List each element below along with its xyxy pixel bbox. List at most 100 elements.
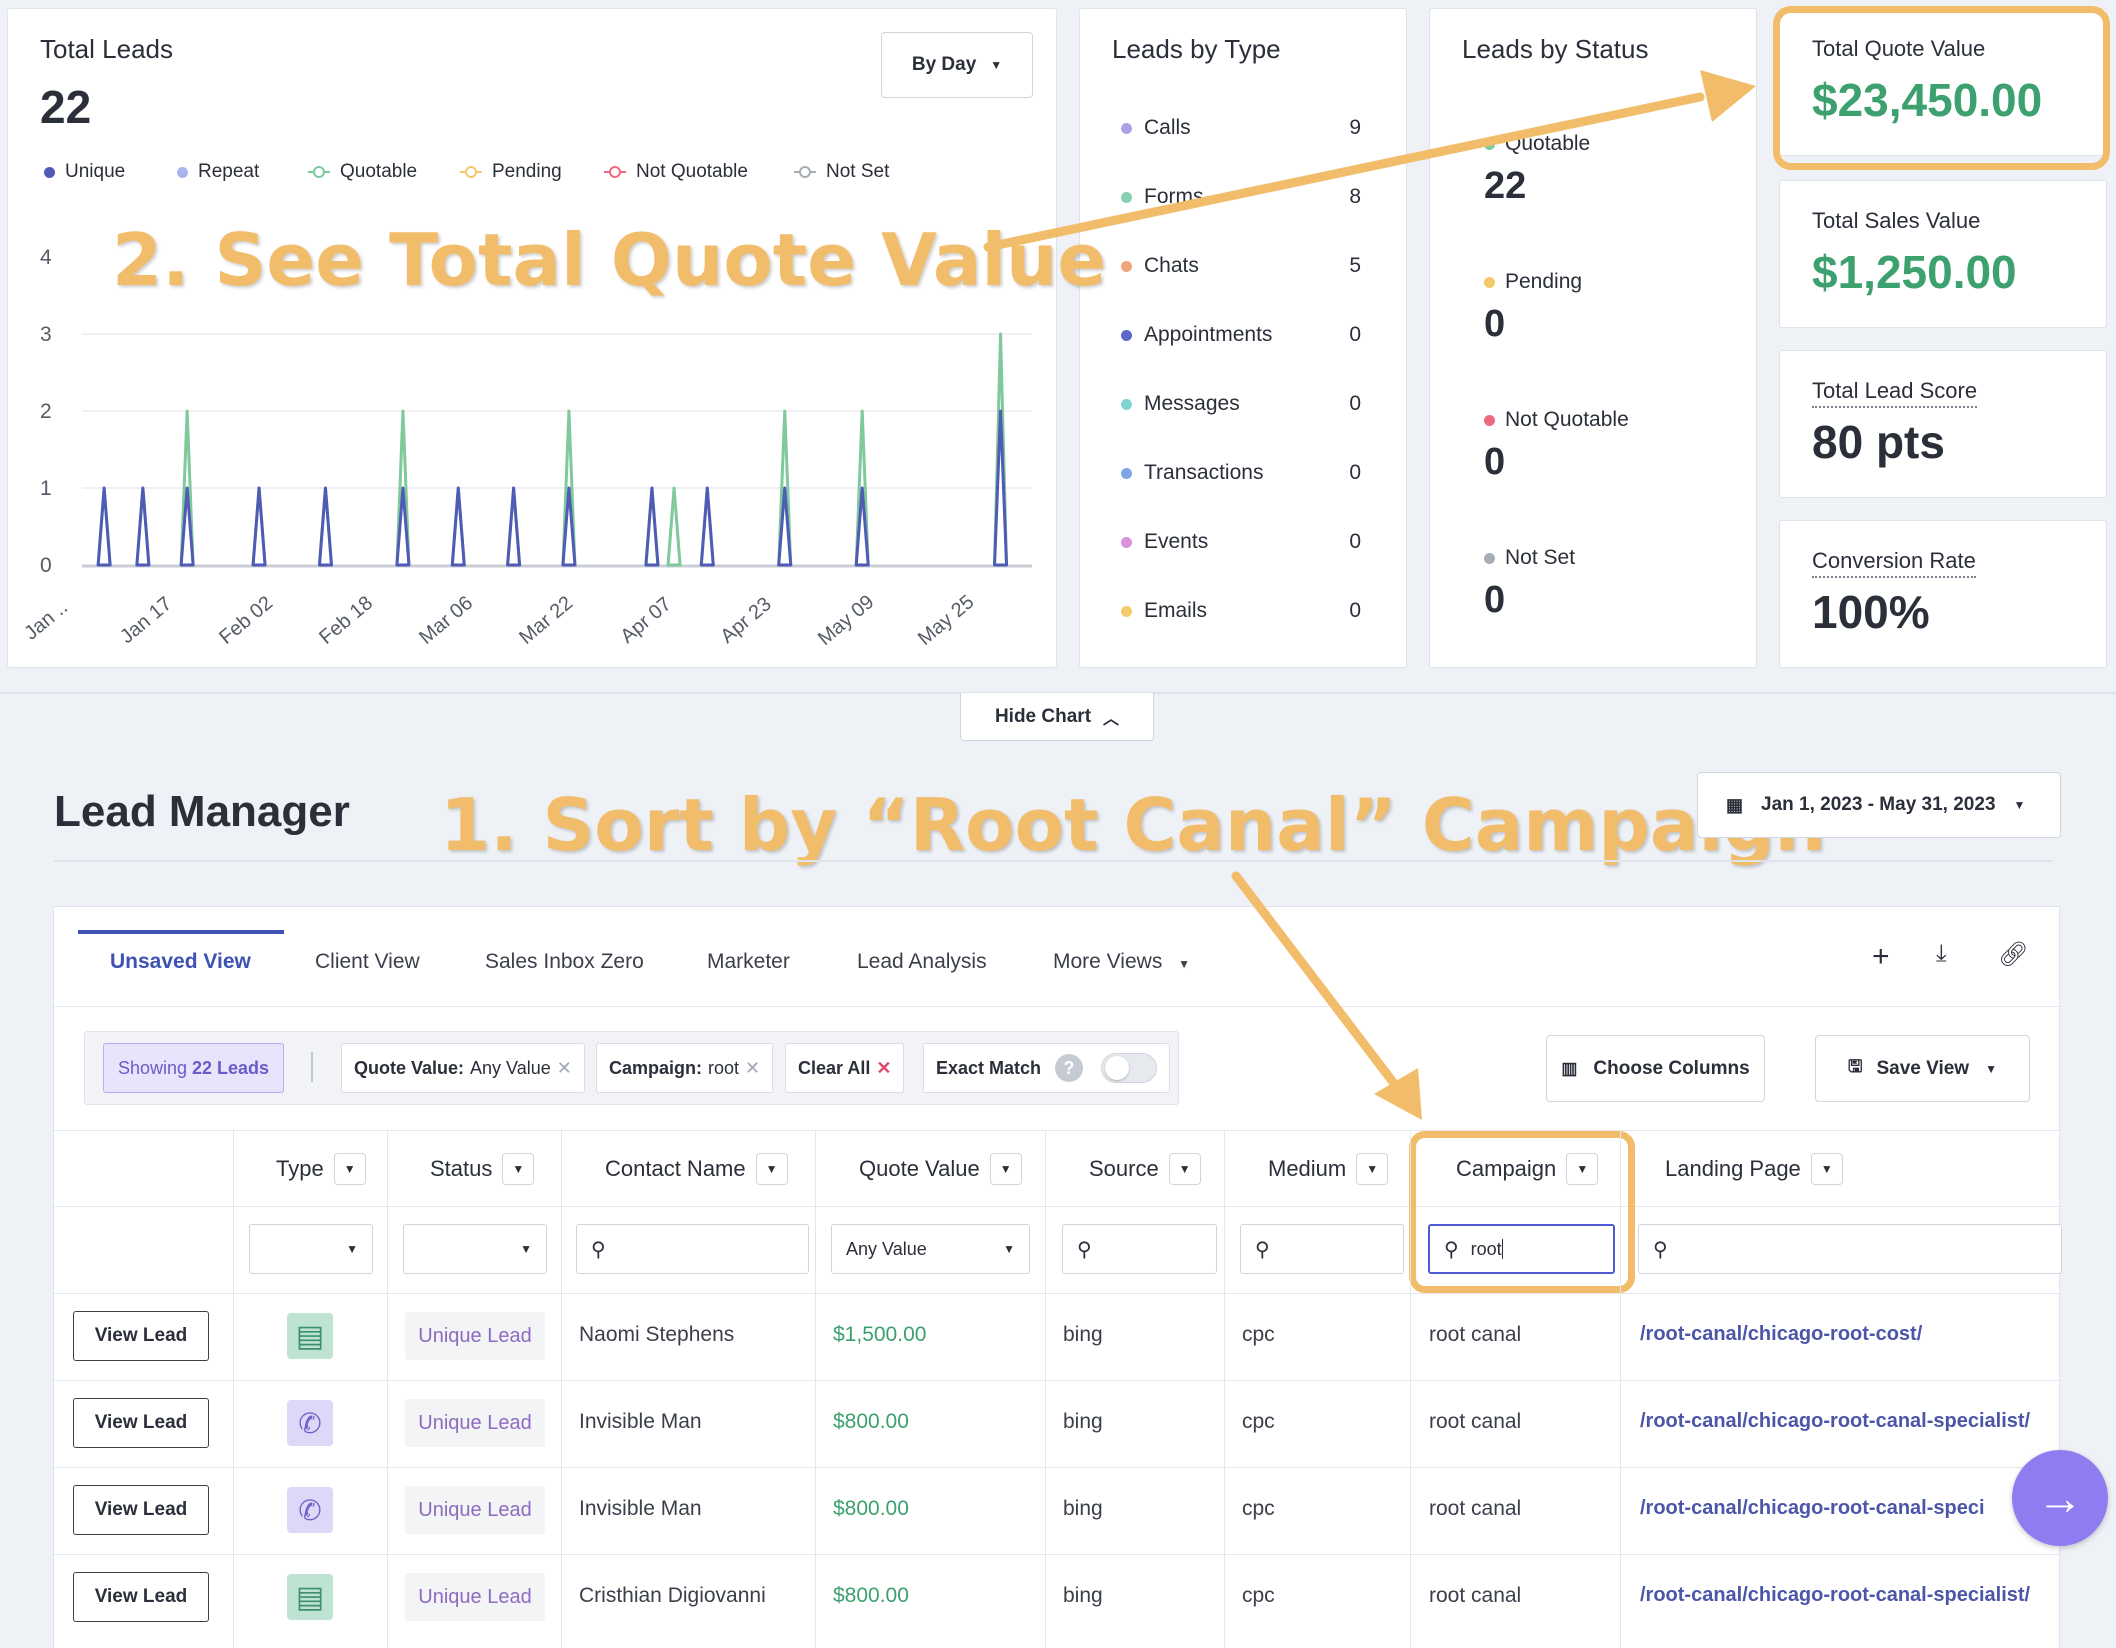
kpi-label: Total Lead Score xyxy=(1812,378,1978,408)
filter-chip-quote-value[interactable]: Quote Value: Any Value ✕ xyxy=(341,1043,585,1093)
type-dot-icon xyxy=(1121,467,1132,479)
column-header[interactable]: Source ▼ xyxy=(1089,1148,1201,1190)
search-icon: ⚲ xyxy=(1077,1238,1092,1261)
col-divider xyxy=(387,1130,388,1648)
col-divider xyxy=(815,1130,816,1648)
series-spike xyxy=(450,486,466,567)
filter-separator xyxy=(311,1052,313,1082)
landing-page-link[interactable]: /root-canal/chicago-root-canal-specialis… xyxy=(1640,1584,2031,1606)
chevron-down-icon[interactable]: ▼ xyxy=(333,1153,366,1185)
campaign-search[interactable]: ⚲ root xyxy=(1428,1224,1615,1274)
type-row[interactable]: Appointments 0 xyxy=(1121,323,1361,347)
type-dot-icon xyxy=(1121,605,1132,617)
type-row[interactable]: Transactions 0 xyxy=(1121,461,1361,485)
column-header[interactable]: Contact Name ▼ xyxy=(605,1148,788,1190)
legend-item[interactable]: Not Quotable xyxy=(604,161,748,183)
legend-item[interactable]: Unique xyxy=(44,161,125,183)
quote-value-select[interactable]: Any Value ▼ xyxy=(831,1224,1030,1274)
type-row[interactable]: Calls 9 xyxy=(1121,116,1361,140)
column-header[interactable]: Medium ▼ xyxy=(1268,1148,1389,1190)
type-row[interactable]: Chats 5 xyxy=(1121,254,1361,278)
view-lead-button[interactable]: View Lead xyxy=(73,1398,209,1448)
legend-item[interactable]: Not Set xyxy=(794,161,889,183)
tab-client-view[interactable]: Client View xyxy=(315,950,420,973)
chevron-down-icon[interactable]: ▼ xyxy=(1356,1153,1389,1185)
chevron-down-icon[interactable]: ▼ xyxy=(989,1153,1022,1185)
medium-search[interactable]: ⚲ xyxy=(1240,1224,1404,1274)
remove-filter-icon[interactable]: ✕ xyxy=(745,1057,761,1078)
contact-name-search[interactable]: ⚲ xyxy=(576,1224,809,1274)
tab-more-views[interactable]: More Views ▼ xyxy=(1053,950,1190,974)
landing-page-search[interactable]: ⚲ xyxy=(1638,1224,2062,1274)
chevron-down-icon[interactable]: ▼ xyxy=(502,1153,535,1185)
chevron-down-icon[interactable]: ▼ xyxy=(1168,1153,1201,1185)
clear-all-button[interactable]: Clear All ✕ xyxy=(785,1043,905,1093)
status-label-row[interactable]: Not Set xyxy=(1484,546,1575,570)
date-range-picker[interactable]: ▦ Jan 1, 2023 - May 31, 2023 ▼ xyxy=(1697,772,2061,838)
status-label-row[interactable]: Pending xyxy=(1484,270,1582,294)
source-search[interactable]: ⚲ xyxy=(1062,1224,1217,1274)
legend-item[interactable]: Repeat xyxy=(177,161,259,183)
column-header[interactable]: Landing Page ▼ xyxy=(1665,1148,1843,1190)
choose-columns-button[interactable]: ▥ Choose Columns xyxy=(1546,1035,1765,1102)
source-cell: bing xyxy=(1063,1584,1103,1607)
save-view-button[interactable]: 🖫︎ Save View ▼ xyxy=(1815,1035,2030,1102)
legend-item[interactable]: Quotable xyxy=(308,161,417,183)
view-lead-button[interactable]: View Lead xyxy=(73,1485,209,1535)
help-icon[interactable]: ? xyxy=(1055,1054,1084,1082)
filter-chip-key: Quote Value: xyxy=(354,1057,465,1078)
status-dot-icon xyxy=(1484,414,1495,426)
chevron-down-icon[interactable]: ▼ xyxy=(1810,1153,1843,1185)
exact-match-toggle[interactable] xyxy=(1101,1053,1158,1083)
filter-chip-value: Any Value xyxy=(470,1057,551,1078)
status-badge: Unique Lead xyxy=(405,1486,545,1534)
link-icon[interactable]: 🔗︎ xyxy=(1998,941,2029,968)
type-count: 0 xyxy=(1349,599,1361,622)
view-lead-button[interactable]: View Lead xyxy=(73,1311,209,1361)
landing-page-link[interactable]: /root-canal/chicago-root-cost/ xyxy=(1640,1323,1923,1345)
column-header[interactable]: Status ▼ xyxy=(430,1148,535,1190)
y-tick-label: 1 xyxy=(40,477,52,500)
column-header[interactable]: Type ▼ xyxy=(276,1148,366,1190)
column-header-label: Medium xyxy=(1268,1156,1347,1181)
by-day-dropdown[interactable]: By Day ▼ xyxy=(881,32,1033,98)
type-count: 0 xyxy=(1349,530,1361,553)
chevron-down-icon[interactable]: ▼ xyxy=(1566,1153,1599,1185)
chevron-down-icon[interactable]: ▼ xyxy=(755,1153,788,1185)
view-lead-button[interactable]: View Lead xyxy=(73,1572,209,1622)
status-filter-select[interactable]: ▼ xyxy=(403,1224,547,1274)
tab-sales-inbox-zero[interactable]: Sales Inbox Zero xyxy=(485,950,644,973)
col-divider xyxy=(1045,1130,1046,1648)
hide-chart-button[interactable]: Hide Chart ︿ xyxy=(960,693,1154,741)
type-row[interactable]: Events 0 xyxy=(1121,530,1361,554)
landing-page-link[interactable]: /root-canal/chicago-root-canal-specialis… xyxy=(1640,1410,2031,1432)
quote-value-select-label: Any Value xyxy=(846,1238,927,1259)
source-cell: bing xyxy=(1063,1497,1103,1520)
column-header[interactable]: Quote Value ▼ xyxy=(859,1148,1022,1190)
type-dot-icon xyxy=(1121,536,1132,548)
type-count: 8 xyxy=(1349,185,1361,208)
add-icon[interactable]: + xyxy=(1872,940,1890,973)
legend-ring-icon xyxy=(604,166,626,178)
type-filter-select[interactable]: ▼ xyxy=(249,1224,373,1274)
legend-item[interactable]: Pending xyxy=(460,161,562,183)
download-icon[interactable]: ⤓ xyxy=(1936,940,1947,967)
tab-unsaved-view-label: Unsaved View xyxy=(110,950,251,973)
floating-next-button[interactable]: → xyxy=(2012,1450,2108,1546)
filter-chip-campaign[interactable]: Campaign: root ✕ xyxy=(596,1043,774,1093)
type-row[interactable]: Messages 0 xyxy=(1121,392,1361,416)
status-label-row[interactable]: Not Quotable xyxy=(1484,408,1629,432)
tab-lead-analysis[interactable]: Lead Analysis xyxy=(857,950,987,973)
type-row[interactable]: Emails 0 xyxy=(1121,599,1361,623)
status-dot-icon xyxy=(1484,276,1495,288)
chevron-down-icon: ▼ xyxy=(1985,1061,1997,1076)
tab-marketer[interactable]: Marketer xyxy=(707,950,790,973)
remove-filter-icon[interactable]: ✕ xyxy=(556,1057,572,1078)
source-cell: bing xyxy=(1063,1323,1103,1346)
landing-page-link[interactable]: /root-canal/chicago-root-canal-speci xyxy=(1640,1497,1985,1519)
col-divider xyxy=(1620,1130,1621,1648)
column-header[interactable]: Campaign ▼ xyxy=(1456,1148,1599,1190)
legend-label: Quotable xyxy=(340,161,418,182)
medium-cell: cpc xyxy=(1242,1584,1275,1607)
tab-unsaved-view[interactable] xyxy=(78,930,284,1008)
